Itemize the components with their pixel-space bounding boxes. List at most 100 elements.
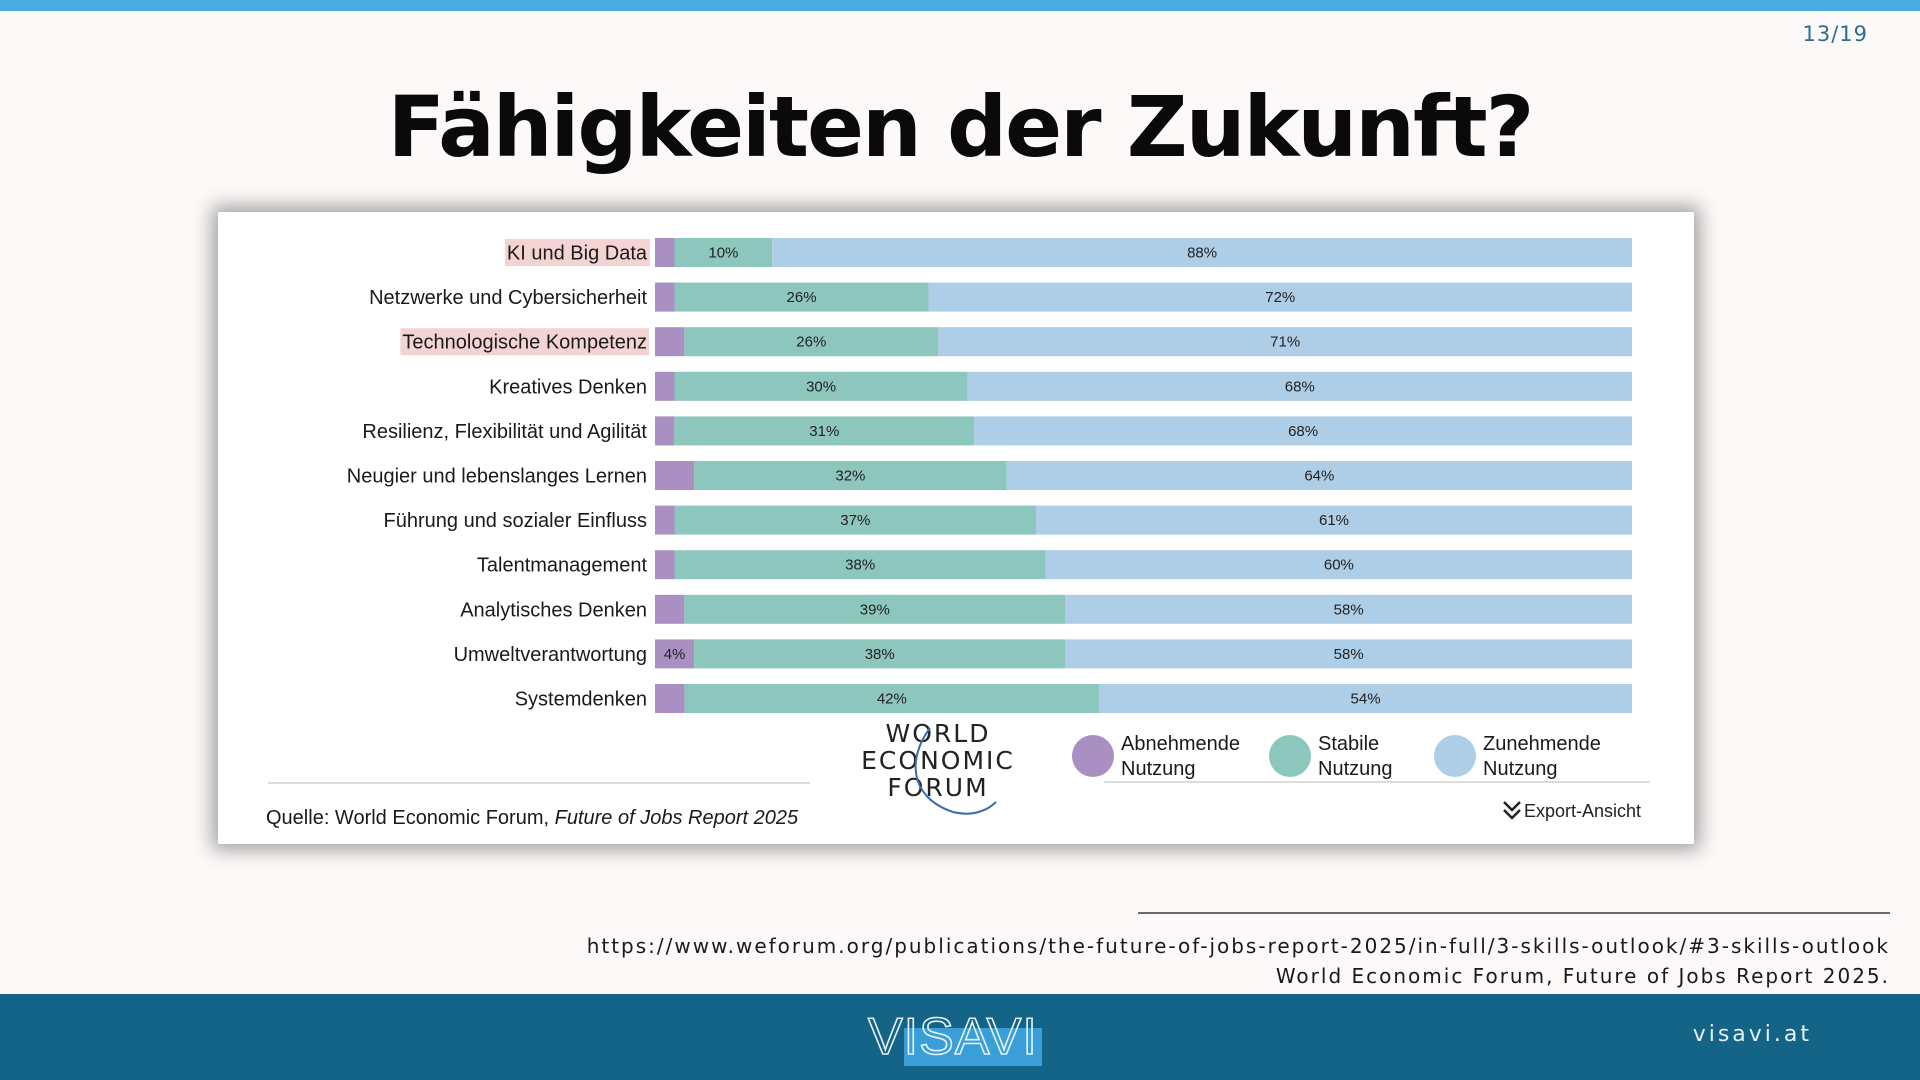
category-label: Führung und sozialer Einfluss (384, 510, 647, 532)
wef-logo-line1: WORLD (886, 719, 991, 748)
bar-value-label: 37% (840, 512, 870, 529)
chevron-double-down-icon (1503, 801, 1521, 820)
wef-logo-line3: FORUM (887, 773, 988, 802)
bar-stable (674, 550, 1046, 580)
bar-increasing (1036, 505, 1632, 535)
legend-swatch (1072, 735, 1114, 777)
legend-label-line2: Nutzung (1121, 758, 1196, 780)
visavi-logo: VISAVI (866, 1006, 1046, 1068)
wef-logo-line2: ECONOMIC (861, 746, 1015, 775)
source-reference: World Economic Forum, Future of Jobs Rep… (1275, 964, 1890, 988)
legend-label-line1: Zunehmende (1483, 733, 1601, 755)
svg-text:VISAVI: VISAVI (868, 1008, 1038, 1066)
category-highlight (504, 239, 650, 266)
bar-decreasing (655, 550, 675, 580)
bar-value-label: 60% (1324, 557, 1354, 574)
category-label: Umweltverantwortung (454, 644, 647, 666)
bar-decreasing (655, 416, 675, 446)
logo-wordmark: VISAVI (867, 1007, 1038, 1067)
bar-value-label: 30% (806, 378, 836, 395)
legend-label-line2: Nutzung (1318, 758, 1393, 780)
category-highlight (400, 328, 649, 356)
bar-value-label: 54% (1351, 691, 1381, 708)
bar-decreasing (655, 461, 695, 490)
bar-decreasing (655, 371, 675, 401)
bar-value-label: 10% (708, 245, 738, 262)
legend-swatch (1434, 735, 1476, 777)
bar-stable (674, 416, 975, 446)
bar-stable (674, 282, 929, 312)
chart-legend: Abnehmende Nutzung Stabile Nutzung Zunehmend… (1072, 733, 1601, 780)
skills-chart: 10% 88% 26% 72% 26% 71% 30% 68% 31% 68% 32% 64% 37% 6… (266, 238, 1650, 829)
category-label: KI und Big Data (507, 243, 648, 265)
bar-decreasing (655, 282, 675, 312)
page-number: 13/19 (1802, 22, 1868, 46)
bar-decreasing (655, 327, 685, 357)
category-label: Resilienz, Flexibilität und Agilität (362, 421, 647, 443)
source-url[interactable]: https://www.weforum.org/publications/the… (586, 934, 1890, 958)
bar-increasing (1006, 461, 1632, 490)
bar-decreasing (655, 594, 685, 624)
category-label: Netzwerke und Cybersicherheit (369, 287, 647, 309)
bar-value-label: 58% (1334, 601, 1364, 618)
chart-source-prefix: Quelle: World Economic Forum, (266, 807, 555, 829)
source-rule (1138, 912, 1890, 914)
bar-value-label: 26% (796, 334, 826, 351)
bar-value-label: 26% (787, 289, 817, 306)
bar-increasing (928, 282, 1632, 312)
bar-decreasing (655, 639, 695, 669)
bar-increasing (967, 371, 1632, 401)
legend-swatch (1269, 735, 1311, 777)
chart-source: Quelle: World Economic Forum, Future of … (266, 807, 799, 829)
bar-value-label: 68% (1285, 378, 1315, 395)
wef-logo-arc (914, 727, 997, 815)
bar-increasing (1065, 639, 1632, 669)
bar-stable (674, 238, 773, 267)
bar-value-label: 4% (664, 646, 686, 663)
bar-value-label: 42% (877, 691, 907, 708)
bar-decreasing (655, 505, 675, 535)
bar-value-label: 38% (865, 646, 895, 663)
bar-value-label: 72% (1265, 289, 1295, 306)
bar-increasing (974, 416, 1632, 446)
bar-value-label: 58% (1334, 646, 1364, 663)
legend-label-line1: Abnehmende (1121, 733, 1240, 755)
bar-value-label: 88% (1187, 245, 1217, 262)
category-label: Analytisches Denken (460, 599, 647, 621)
legend-label-line2: Nutzung (1483, 758, 1558, 780)
slide-title: Fähigkeiten der Zukunft? (387, 78, 1535, 176)
wef-logo: WORLD ECONOMIC FORUM (861, 719, 1015, 815)
bar-value-label: 32% (835, 468, 865, 485)
bar-value-label: 64% (1304, 468, 1334, 485)
bar-decreasing (655, 684, 685, 713)
bar-stable (684, 594, 1066, 624)
bar-stable (674, 505, 1037, 535)
bar-value-label: 61% (1319, 512, 1349, 529)
footer-url[interactable]: visavi.at (1692, 1022, 1812, 1047)
category-label: Technologische Kompetenz (402, 332, 647, 354)
category-label: Systemdenken (515, 689, 647, 711)
category-label: Talentmanagement (477, 555, 648, 577)
bar-value-label: 39% (860, 601, 890, 618)
chart-source-title: Future of Jobs Report 2025 (555, 807, 799, 829)
bar-decreasing (655, 238, 675, 267)
chart-card: 10% 88% 26% 72% 26% 71% 30% 68% 31% 68% 32% 64% 37% 6… (218, 212, 1694, 844)
bar-increasing (938, 327, 1632, 357)
export-view-button[interactable]: Export-Ansicht (1503, 801, 1641, 821)
bar-stable (674, 371, 968, 401)
bar-increasing (1045, 550, 1632, 580)
category-label: Kreatives Denken (489, 376, 647, 398)
logo-highlight-block (904, 1028, 1042, 1066)
bar-value-label: 68% (1288, 423, 1318, 440)
bar-increasing (772, 238, 1632, 267)
top-accent-bar (0, 0, 1920, 11)
legend-label-line1: Stabile (1318, 733, 1379, 755)
bar-increasing (1099, 684, 1632, 713)
bar-value-label: 71% (1270, 334, 1300, 351)
bar-value-label: 38% (845, 557, 875, 574)
bar-stable (694, 639, 1066, 669)
category-label: Neugier und lebenslanges Lernen (347, 466, 647, 488)
bar-increasing (1065, 594, 1632, 624)
bar-value-label: 31% (809, 423, 839, 440)
bar-stable (684, 327, 939, 357)
